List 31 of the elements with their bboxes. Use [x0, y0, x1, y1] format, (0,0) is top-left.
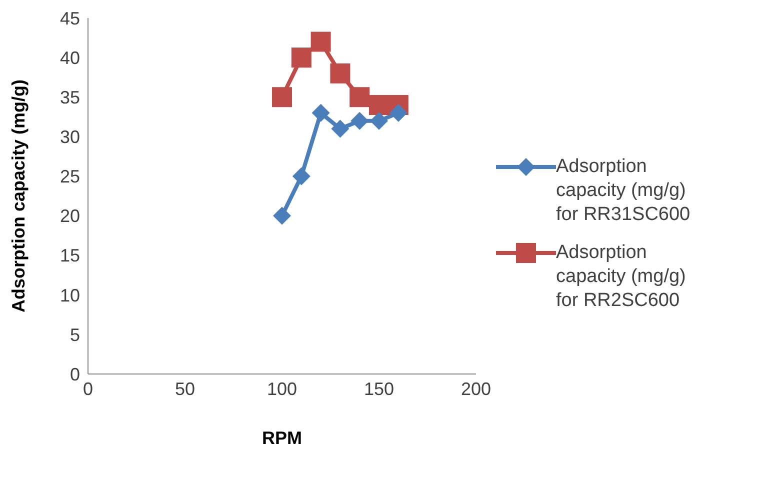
point	[310, 32, 331, 52]
y-tick-label: 25	[60, 166, 80, 187]
point	[370, 112, 388, 130]
point	[291, 48, 312, 68]
y-tick-label: 35	[60, 88, 80, 108]
point	[330, 63, 350, 84]
point	[312, 104, 330, 122]
x-tick-label: 0	[82, 378, 94, 399]
y-tick-label: 20	[60, 206, 80, 226]
x-tick-label: 200	[460, 378, 492, 399]
x-tick-label: 150	[364, 378, 394, 399]
point	[331, 120, 350, 138]
y-tick-label: 0	[70, 364, 80, 384]
y-tick-label: 15	[60, 246, 80, 266]
point	[273, 206, 291, 225]
y-tick-label: 10	[60, 285, 80, 306]
x-axis-title: RPM	[262, 428, 302, 448]
y-tick-label: 45	[60, 8, 80, 28]
point	[389, 104, 408, 122]
point	[350, 112, 369, 130]
y-axis-title: Adsorption capacity (mg/g)	[8, 79, 28, 313]
legend-label: Adsorption capacity (mg/g) for RR2SC600	[556, 241, 687, 313]
point	[292, 167, 310, 186]
x-tick-label: 100	[266, 378, 298, 399]
x-tick-label: 50	[174, 378, 196, 399]
y-tick-label: 5	[70, 324, 80, 345]
legend-label: Adsorption capacity (mg/g) for RR31SC600	[556, 155, 692, 227]
point	[272, 87, 292, 108]
point	[350, 87, 370, 108]
y-tick-label: 40	[60, 48, 80, 68]
y-tick-label: 30	[60, 127, 80, 148]
